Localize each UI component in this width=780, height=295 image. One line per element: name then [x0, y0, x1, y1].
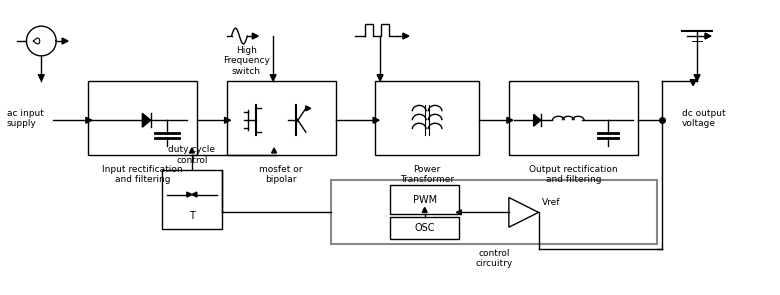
Polygon shape	[705, 33, 711, 39]
Polygon shape	[270, 75, 276, 81]
Text: duty cycle
control: duty cycle control	[168, 145, 215, 165]
Text: Output rectification
and filtering: Output rectification and filtering	[529, 165, 618, 184]
Polygon shape	[225, 117, 231, 123]
Bar	[375, 81, 479, 155]
Polygon shape	[143, 113, 151, 127]
Polygon shape	[373, 117, 379, 123]
Polygon shape	[38, 75, 44, 81]
Polygon shape	[86, 117, 92, 123]
Text: Power
Transformer: Power Transformer	[400, 165, 454, 184]
Polygon shape	[534, 114, 541, 126]
Polygon shape	[192, 192, 197, 197]
Polygon shape	[507, 117, 512, 123]
Polygon shape	[271, 148, 277, 153]
Polygon shape	[403, 33, 409, 39]
Polygon shape	[377, 75, 383, 81]
Text: control
circuitry: control circuitry	[475, 249, 512, 268]
Bar	[331, 180, 658, 244]
Text: Input rectification
and filtering: Input rectification and filtering	[102, 165, 183, 184]
Polygon shape	[252, 33, 258, 39]
Polygon shape	[694, 75, 700, 81]
Polygon shape	[62, 38, 68, 44]
Polygon shape	[422, 207, 427, 212]
Bar	[162, 170, 222, 229]
Text: mosfet or
bipolar: mosfet or bipolar	[259, 165, 303, 184]
Text: T: T	[189, 211, 195, 221]
Bar	[390, 217, 459, 239]
Text: ac input
supply: ac input supply	[7, 109, 44, 128]
Text: OSC: OSC	[414, 223, 435, 233]
Bar	[509, 81, 637, 155]
Bar	[88, 81, 197, 155]
Polygon shape	[690, 80, 696, 86]
Polygon shape	[187, 192, 192, 197]
Text: Vref: Vref	[541, 198, 560, 207]
Bar	[226, 81, 335, 155]
Polygon shape	[456, 210, 461, 215]
Bar	[390, 185, 459, 214]
Text: dc output
voltage: dc output voltage	[682, 109, 726, 128]
Text: PWM: PWM	[413, 194, 437, 204]
Text: High
Frequency
switch: High Frequency switch	[223, 46, 270, 76]
Polygon shape	[306, 106, 310, 111]
Polygon shape	[190, 148, 194, 153]
